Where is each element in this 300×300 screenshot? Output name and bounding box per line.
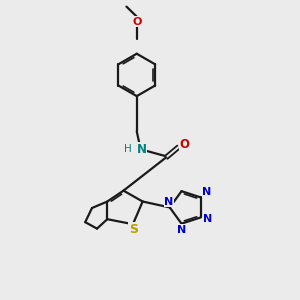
Text: O: O [179, 138, 190, 151]
Text: N: N [178, 224, 187, 235]
Text: N: N [137, 142, 147, 156]
Text: N: N [203, 214, 213, 224]
Text: N: N [164, 196, 173, 206]
Text: S: S [129, 223, 138, 236]
Text: H: H [124, 144, 132, 154]
Text: N: N [202, 187, 212, 197]
Text: O: O [132, 17, 141, 27]
